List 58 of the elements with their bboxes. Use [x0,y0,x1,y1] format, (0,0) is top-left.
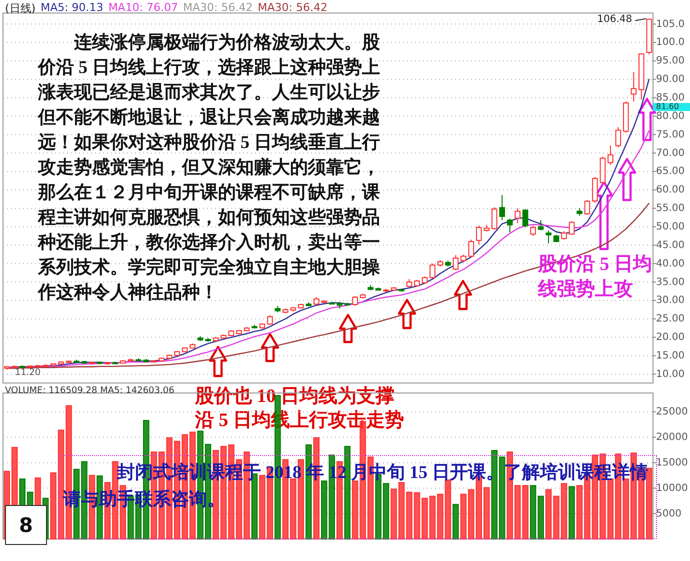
y-tick-label: 75.00 [656,129,685,140]
y-tick-label: 25.00 [656,314,685,325]
y-tick-label: 30.00 [656,295,685,306]
y-tick-label: 60.00 [656,184,685,196]
candlestick [608,145,614,166]
text: 连续涨停属极端行为价格波动太大。股价沿 5 日均线上行攻，选择跟上这种强势上涨表现已经是退而求其次了。人生可以让步但不能不断地退让，退让只会离成功越来越远！如果你对这种股价沿 5 日均线垂直上行攻走势感觉害怕，但又深知赚大的须靠它，那么在１２月中旬开课的课程不可缺席，课程主讲如何克服恐惧，如何预知这些强势品种还能上升，教你选择介入时机，卖出等一系列技术。学完即可完全独立自主地大胆操作这种令人神往品种！ [38,32,380,302]
text: MA5: 90.13 [40,1,104,16]
y-tick-label: 85.00 [656,92,685,104]
y-tick-label: 10.00 [656,368,685,380]
annotation: VOLUME: 116509.28 MA5: 142603.06 [5,386,174,396]
candlestick [522,208,528,228]
annotation: 11.20 [14,368,41,378]
y-tick-label: 10000 [656,482,688,494]
candlestick [352,296,358,306]
candlestick [584,199,590,216]
candlestick [630,71,637,102]
candlestick [267,314,273,326]
text: MA30: 56.42 [258,1,328,16]
candlestick [530,225,536,236]
y-tick-label: 5000 [656,508,682,520]
y-tick-label: 40.00 [656,258,685,270]
y-tick-label: 90.00 [656,74,685,86]
y-tick-label: 65.00 [656,166,685,178]
candlestick [430,263,436,280]
y-tick-label: 20000 [656,432,688,443]
text: 81.60 [656,102,679,111]
candlestick [546,230,552,244]
y-tick-label: 55.00 [656,203,685,214]
y-tick-label: 70.00 [656,148,685,159]
y-tick-label: 105.0 [656,18,685,30]
y-tick-label: 80.00 [656,110,685,122]
annotation: MA30: 56.42 [183,1,253,16]
y-tick-label: 50.00 [656,221,685,232]
candlestick [615,126,622,148]
annotation: (日线) [5,1,36,16]
y-tick-label: 25000 [656,406,688,418]
candlestick [538,220,544,231]
candlestick [491,206,498,230]
candlestick [506,218,513,233]
candlestick [468,239,474,258]
text: MA10: 76.07 [108,1,178,16]
candlestick [499,194,506,221]
bar [568,486,575,540]
bar [344,446,350,540]
y-tick-label: 20.00 [656,332,685,344]
candlestick [592,176,598,204]
bar [452,504,459,540]
y-tick-label: 15.00 [656,350,685,362]
y-tick-label: 100.0 [656,37,685,48]
y-tick-label: 95.00 [656,56,685,67]
annotation: 106.48 [597,14,632,25]
annotation: 8 [5,505,47,545]
candlestick [452,254,459,271]
y-tick-label: 45.00 [656,240,685,251]
y-tick-label: 15000 [656,457,688,468]
y-tick-label: 35.00 [656,276,685,288]
candlestick [514,208,520,224]
candlestick [568,220,575,236]
